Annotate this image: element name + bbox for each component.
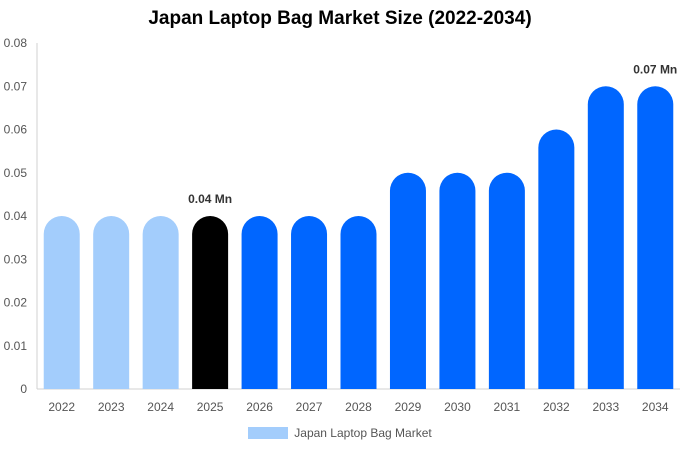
bar-2022: [43, 216, 80, 389]
y-tick-label: 0.06: [4, 123, 28, 137]
y-tick-label: 0.01: [4, 339, 28, 353]
data-label-2034: 0.07 Mn: [633, 62, 677, 76]
bar-2026: [241, 216, 278, 389]
legend-swatch: [248, 427, 289, 439]
y-tick-label: 0.02: [4, 296, 28, 310]
x-tick-label: 2024: [147, 400, 174, 414]
data-label-2025: 0.04 Mn: [188, 192, 232, 206]
y-tick-label: 0.03: [4, 252, 28, 266]
legend-label: Japan Laptop Bag Market: [294, 426, 432, 440]
bar-2023: [93, 216, 130, 389]
x-tick-label: 2032: [543, 400, 570, 414]
x-tick-label: 2022: [48, 400, 75, 414]
bar-2034: [637, 86, 674, 389]
x-tick-label: 2030: [444, 400, 471, 414]
bar-2028: [340, 216, 377, 389]
legend: Japan Laptop Bag Market: [0, 426, 680, 440]
x-tick-label: 2031: [494, 400, 521, 414]
x-tick-label: 2023: [98, 400, 125, 414]
bar-2024: [142, 216, 179, 389]
x-tick-label: 2033: [592, 400, 619, 414]
x-tick-label: 2026: [246, 400, 273, 414]
y-tick-label: 0.07: [4, 79, 28, 93]
chart-title: Japan Laptop Bag Market Size (2022-2034): [148, 8, 532, 29]
x-tick-label: 2028: [345, 400, 372, 414]
bar-2029: [389, 172, 426, 389]
x-tick-label: 2034: [642, 400, 669, 414]
y-tick-label: 0.04: [4, 209, 28, 223]
bar-2030: [439, 172, 476, 389]
x-tick-label: 2029: [395, 400, 422, 414]
x-tick-label: 2027: [296, 400, 323, 414]
bar-2032: [538, 129, 575, 389]
x-tick-label: 2025: [197, 400, 224, 414]
y-tick-label: 0.05: [4, 166, 28, 180]
y-tick-label: 0.08: [4, 36, 28, 50]
y-tick-label: 0: [20, 382, 27, 396]
bar-2025: [192, 216, 229, 389]
bar-2027: [291, 216, 328, 389]
bar-2031: [488, 172, 525, 389]
bar-2033: [587, 86, 624, 389]
